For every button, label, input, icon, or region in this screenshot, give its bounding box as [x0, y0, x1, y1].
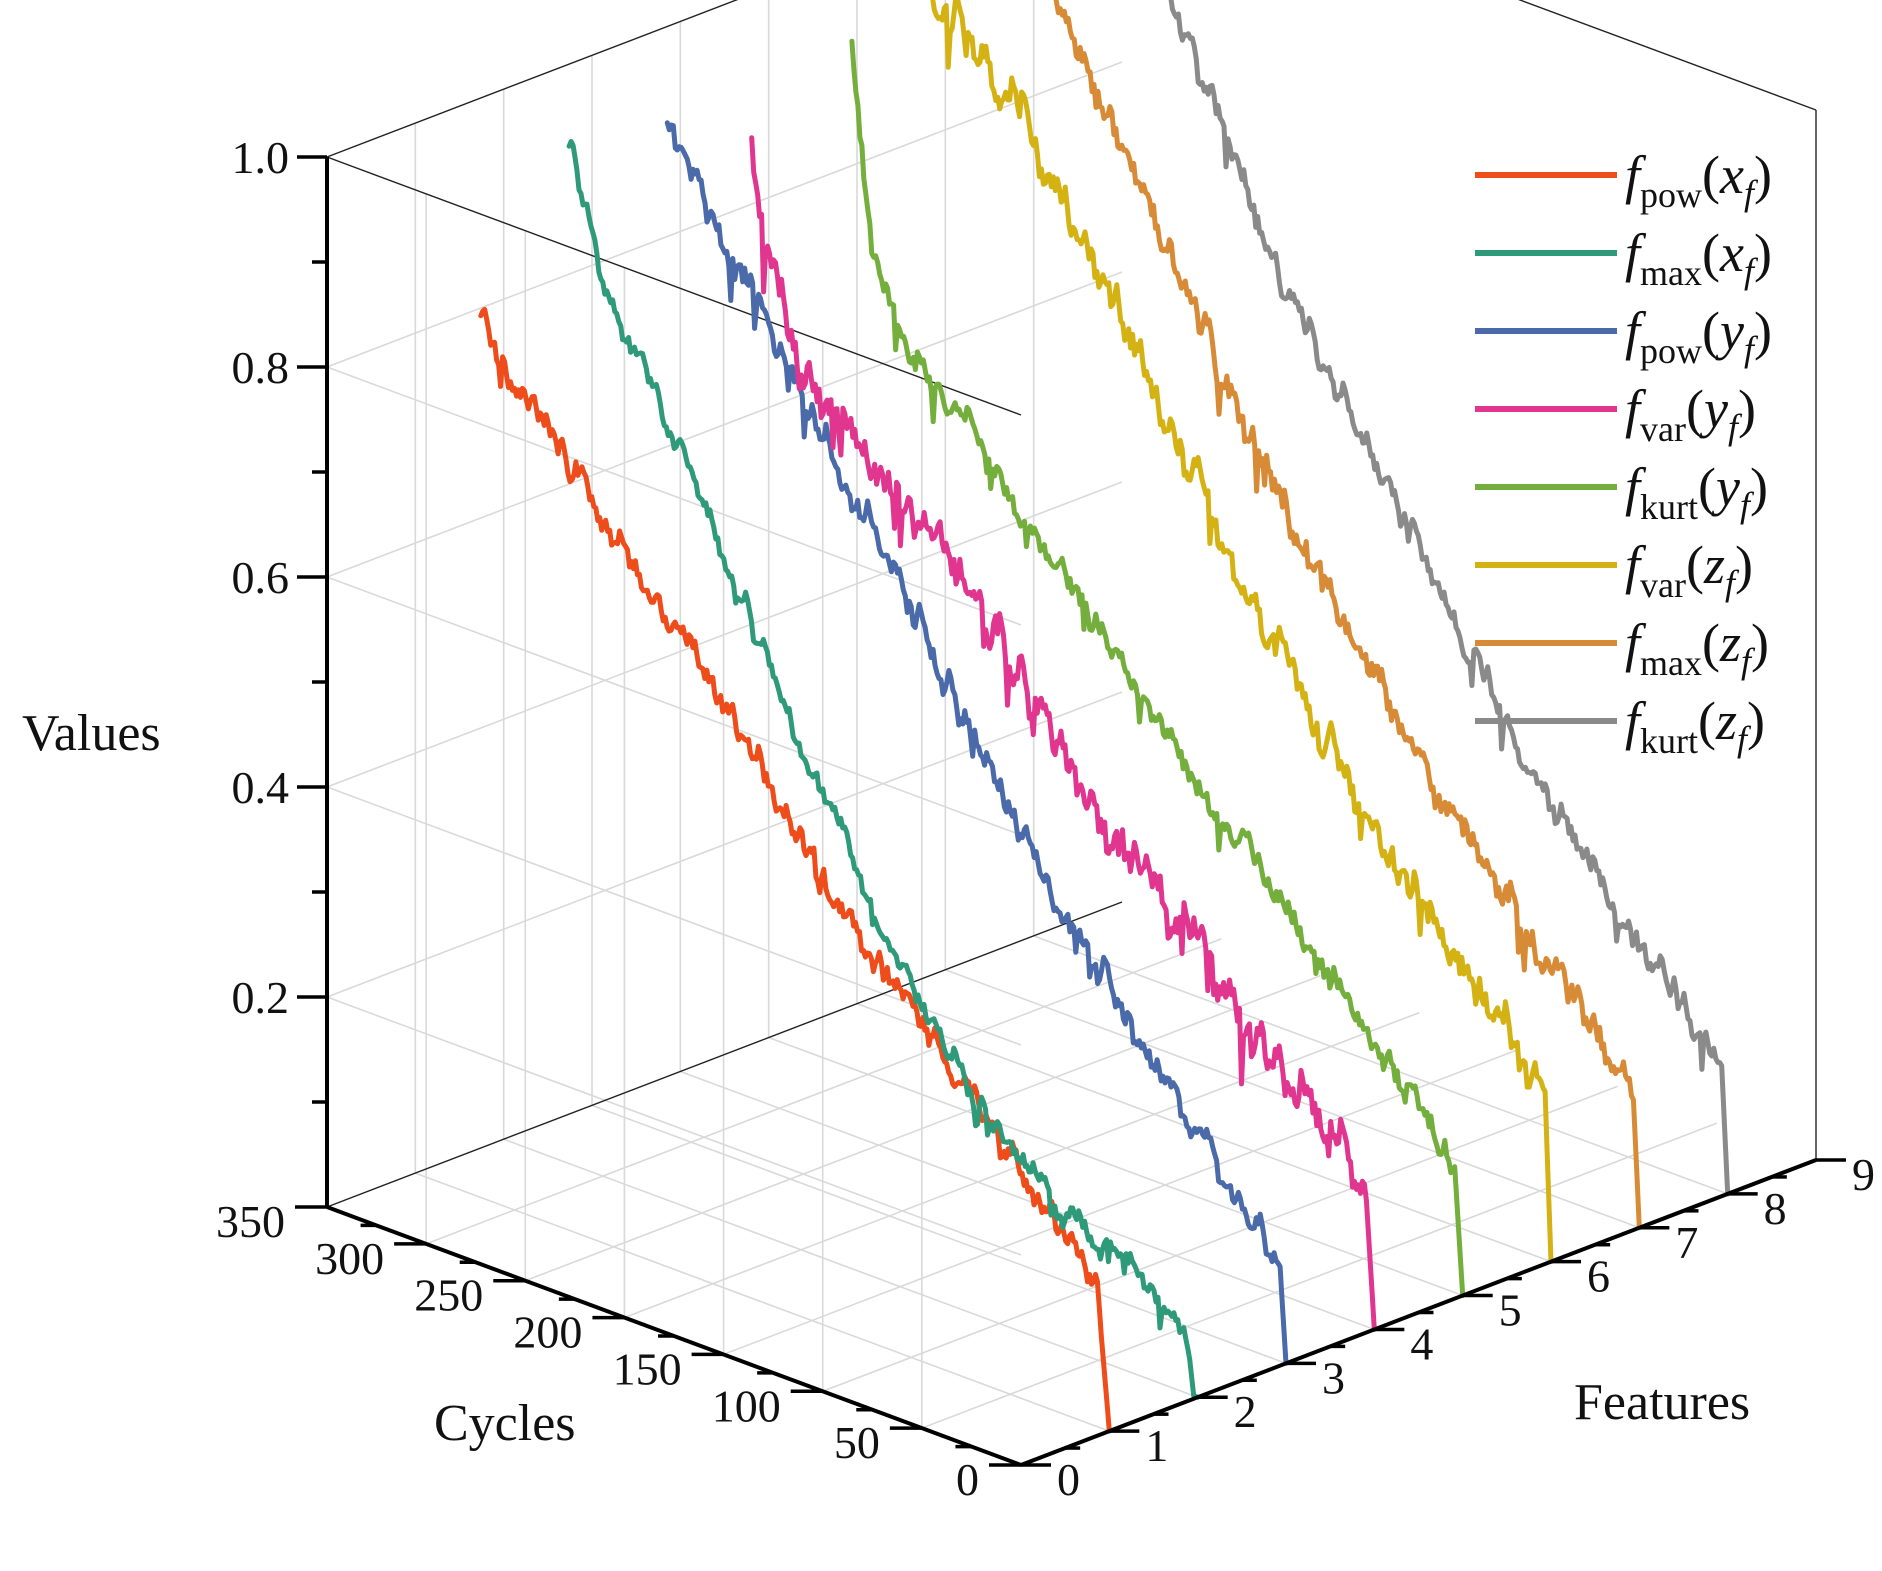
cycles-tick-label: 0 — [956, 1454, 979, 1505]
legend-label-1: fmax(xf) — [1625, 223, 1772, 293]
features-tick-label: 9 — [1852, 1149, 1875, 1200]
grid-floor-feature — [680, 1070, 1375, 1331]
values-tick-label: 0.4 — [232, 762, 290, 813]
values-tick-label: 0.8 — [232, 342, 290, 393]
grid-wall-value-right — [326, 271, 1123, 578]
tick-labels: 0 50 100 150 200 250 300 350 0 1 2 3 4 5 6 7 8 9 0.2 0.4 0.6… — [216, 132, 1875, 1505]
series-line-4 — [849, 38, 1466, 1299]
features-tick-label: 8 — [1764, 1183, 1787, 1234]
legend-label-5: fvar(zf) — [1625, 535, 1753, 605]
grid-wall-value — [326, 786, 1022, 1046]
frame-top-left — [326, 156, 1022, 416]
grid-wall-value — [326, 366, 1022, 626]
frame-right-top — [1518, 0, 1817, 111]
legend: fpow(xf) fmax(xf) fpow(yf) fvar(yf) fkurt(yf… — [1475, 145, 1772, 761]
grid-wall-value-right — [326, 61, 1123, 368]
legend-label-3: fvar(yf) — [1625, 379, 1756, 449]
grid-floor-cycle — [921, 1122, 1718, 1429]
series-line-5 — [930, 0, 1554, 1265]
legend-label-7: fkurt(zf) — [1625, 691, 1765, 761]
grid-floor-cycle — [723, 1048, 1519, 1356]
grid-wall-value — [326, 996, 1022, 1256]
cycles-tick-label: 50 — [834, 1417, 880, 1468]
series-line-1 — [566, 139, 1201, 1400]
grid-floor-feature — [415, 1172, 1110, 1432]
z-axis-title-features: Features — [1574, 1374, 1750, 1431]
features-tick-label: 6 — [1587, 1251, 1610, 1302]
frame-back-floor — [326, 901, 1123, 1208]
legend-label-2: fpow(yf) — [1625, 301, 1772, 371]
grid-wall-value-right — [326, 481, 1123, 788]
grid-wall-value — [326, 576, 1022, 836]
series-line-6 — [1053, 0, 1642, 1231]
grid-floor-feature — [503, 1138, 1198, 1398]
cycles-tick-label: 100 — [712, 1380, 781, 1431]
values-tick-label: 0.6 — [232, 552, 290, 603]
values-tick-label: 0.2 — [232, 972, 290, 1023]
values-tick-label: 1.0 — [232, 132, 290, 183]
series-layer — [478, 0, 1731, 1434]
grid-floor-cycle — [624, 1011, 1420, 1319]
series-line-3 — [749, 135, 1377, 1332]
x-axis-title-cycles: Cycles — [434, 1395, 576, 1452]
grid-floor-cycle — [524, 974, 1321, 1282]
legend-label-0: fpow(xf) — [1625, 145, 1772, 215]
cycles-tick-label: 300 — [315, 1233, 384, 1284]
series-line-0 — [478, 306, 1112, 1434]
grid-floor-cycle — [425, 938, 1222, 1245]
y-axis-title-values: Values — [22, 705, 161, 762]
features-tick-label: 3 — [1322, 1352, 1345, 1403]
frame-top-right — [326, 0, 739, 158]
features-tick-label: 0 — [1057, 1454, 1080, 1505]
grid-floor-feature — [591, 1104, 1287, 1365]
cycles-tick-label: 350 — [216, 1196, 285, 1247]
legend-label-4: fkurt(yf) — [1625, 457, 1768, 527]
cycles-tick-label: 200 — [513, 1307, 582, 1358]
cycles-tick-label: 250 — [414, 1270, 483, 1321]
features-tick-label: 7 — [1675, 1217, 1698, 1268]
grid-floor-feature — [768, 1036, 1463, 1297]
features-tick-label: 5 — [1499, 1285, 1522, 1336]
axes — [295, 155, 1846, 1467]
features-tick-label: 1 — [1145, 1420, 1168, 1471]
cycles-tick-label: 150 — [613, 1343, 682, 1394]
grid-floor-cycle — [822, 1085, 1619, 1393]
grid-wall-value-right — [326, 691, 1123, 998]
series-line-7 — [1168, 0, 1731, 1197]
series-line-2 — [664, 120, 1289, 1366]
legend-label-6: fmax(zf) — [1625, 613, 1769, 683]
features-tick-label: 2 — [1234, 1386, 1257, 1437]
features-tick-label: 4 — [1410, 1318, 1433, 1369]
